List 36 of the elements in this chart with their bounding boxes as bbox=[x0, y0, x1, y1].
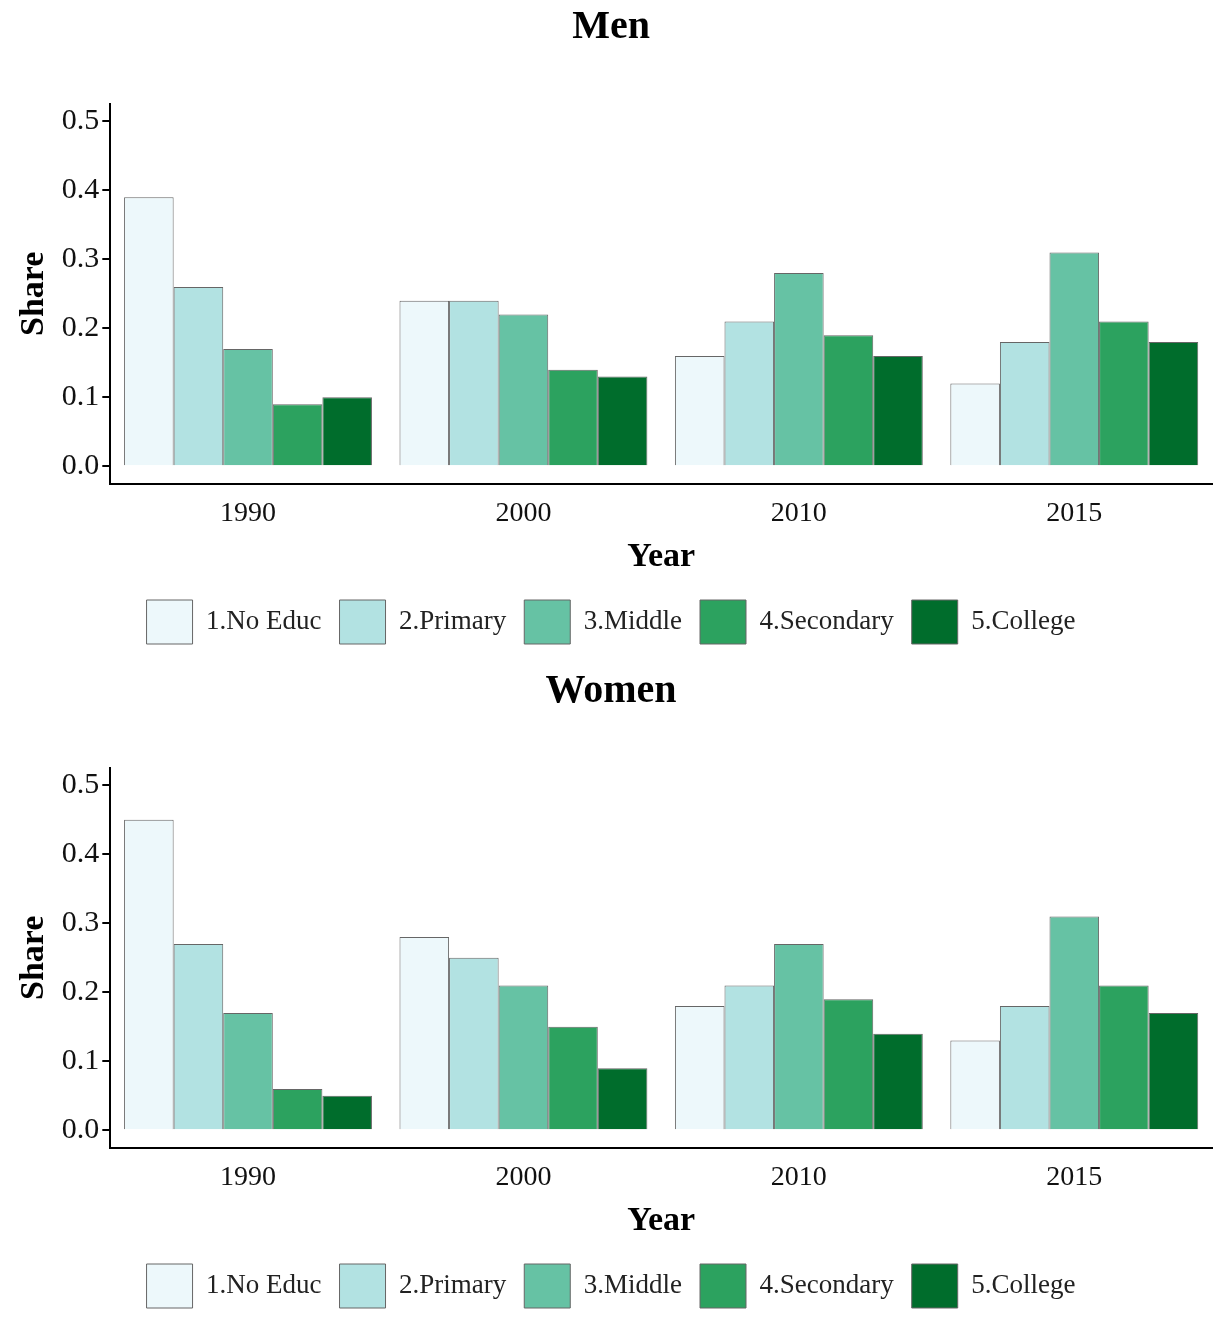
y-tick-label: 0.3 bbox=[61, 240, 100, 274]
y-axis-title: Share bbox=[13, 915, 51, 1000]
x-tick-label: 2010 bbox=[770, 1159, 827, 1191]
x-axis-title: Year bbox=[627, 536, 696, 574]
y-tick-label: 0.2 bbox=[61, 973, 100, 1007]
y-tick-label: 0.5 bbox=[61, 766, 100, 800]
x-tick-label: 1990 bbox=[220, 495, 277, 527]
legend-label: 3.Middle bbox=[583, 605, 683, 636]
legend-label: 1.No Educ bbox=[206, 1269, 322, 1300]
y-tick-label: 0.5 bbox=[61, 102, 100, 136]
legend-label: 2.Primary bbox=[399, 605, 507, 636]
x-tick-label: 2015 bbox=[1046, 495, 1103, 527]
legend-label: 5.College bbox=[971, 605, 1076, 636]
y-tick-label: 0.4 bbox=[61, 171, 100, 205]
legend-label: 4.Secondary bbox=[759, 1269, 895, 1300]
legend-label: 3.Middle bbox=[583, 1269, 683, 1300]
x-tick-label: 1990 bbox=[220, 1159, 277, 1191]
y-tick-label: 0.0 bbox=[61, 1111, 100, 1145]
chart-title: Men bbox=[572, 2, 650, 48]
x-axis-title: Year bbox=[627, 1200, 696, 1238]
legend-label: 5.College bbox=[971, 1269, 1076, 1300]
x-tick-label: 2010 bbox=[770, 495, 827, 527]
y-tick-label: 0.4 bbox=[61, 835, 100, 869]
y-tick-label: 0.2 bbox=[61, 309, 100, 343]
legend-label: 1.No Educ bbox=[206, 605, 322, 636]
y-axis-title: Share bbox=[13, 251, 51, 336]
x-tick-label: 2015 bbox=[1046, 1159, 1103, 1191]
x-tick-label: 2000 bbox=[495, 495, 552, 527]
y-tick-label: 0.1 bbox=[61, 1042, 100, 1076]
y-tick-label: 0.1 bbox=[61, 378, 100, 412]
x-tick-label: 2000 bbox=[495, 1159, 552, 1191]
chart-title: Women bbox=[545, 666, 677, 712]
legend-label: 2.Primary bbox=[399, 1269, 507, 1300]
legend-label: 4.Secondary bbox=[759, 605, 895, 636]
y-tick-label: 0.3 bbox=[61, 904, 100, 938]
y-tick-label: 0.0 bbox=[61, 447, 100, 481]
